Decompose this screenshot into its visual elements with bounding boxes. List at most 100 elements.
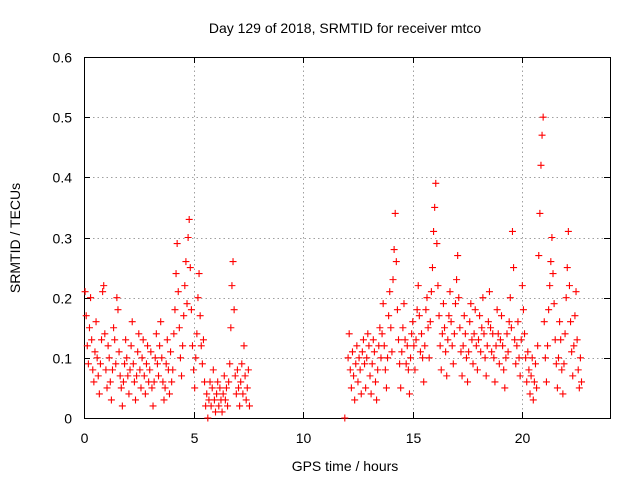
data-point (496, 336, 504, 344)
data-point (121, 360, 129, 368)
data-point (413, 306, 421, 314)
data-point (444, 336, 452, 344)
data-point (557, 336, 565, 344)
data-point (358, 348, 366, 356)
data-point (105, 354, 113, 362)
data-point (443, 372, 451, 380)
data-point (361, 360, 369, 368)
data-point (356, 366, 364, 374)
data-point (402, 360, 410, 368)
data-point (173, 240, 181, 248)
data-point (136, 366, 144, 374)
data-point (384, 354, 392, 362)
data-point (127, 342, 135, 350)
x-axis-label: GPS time / hours (292, 458, 399, 474)
data-point (195, 270, 203, 278)
data-point (116, 372, 124, 380)
data-point (400, 300, 408, 308)
data-point (122, 336, 130, 344)
data-point (374, 366, 382, 374)
data-point (114, 306, 122, 314)
data-point (416, 348, 424, 356)
data-point (479, 294, 487, 302)
data-point (475, 336, 482, 344)
data-point (369, 336, 377, 344)
data-point (165, 390, 173, 398)
data-point (473, 366, 481, 374)
data-point (482, 372, 490, 380)
data-point (512, 360, 520, 368)
data-point (182, 258, 190, 266)
data-point (392, 258, 400, 266)
data-point (556, 318, 564, 326)
data-point (235, 384, 243, 392)
data-point (93, 354, 101, 362)
data-point (469, 360, 477, 368)
data-point (104, 342, 112, 350)
data-point (439, 300, 447, 308)
data-point (448, 342, 456, 350)
data-point (437, 366, 445, 374)
data-point (341, 414, 349, 422)
data-point (212, 408, 219, 416)
data-point (119, 378, 127, 386)
data-point (436, 342, 444, 350)
data-point (208, 384, 216, 392)
data-point (536, 209, 544, 217)
data-point (155, 372, 163, 380)
data-point (517, 336, 525, 344)
data-point (571, 312, 579, 320)
data-point (510, 264, 518, 272)
data-point (524, 348, 532, 356)
data-point (158, 354, 166, 362)
data-point (218, 408, 226, 416)
data-point (477, 348, 485, 356)
data-point (170, 330, 178, 338)
data-point (198, 360, 206, 368)
data-point (222, 384, 230, 392)
data-point (526, 390, 534, 398)
data-point (460, 312, 468, 320)
data-point (424, 324, 432, 332)
data-point (111, 336, 119, 344)
data-point (572, 288, 580, 296)
data-point (153, 360, 161, 368)
data-point (576, 354, 584, 362)
data-point (549, 270, 557, 278)
data-point (407, 354, 415, 362)
y-tick-label: 0.3 (53, 231, 73, 247)
data-point (184, 234, 192, 241)
data-point (176, 354, 184, 362)
data-point (535, 252, 543, 260)
data-point (219, 390, 227, 398)
data-point (461, 330, 469, 338)
x-tick-label: 5 (191, 430, 199, 446)
data-point (229, 258, 237, 266)
x-tick-label: 15 (406, 430, 422, 446)
data-point (194, 294, 202, 302)
data-point (224, 402, 232, 410)
data-point (453, 276, 461, 284)
data-point (503, 330, 511, 338)
data-point (228, 282, 236, 290)
data-point (240, 342, 248, 350)
data-point (495, 360, 503, 368)
data-point (387, 324, 395, 332)
data-point (213, 390, 221, 398)
data-point (449, 360, 457, 368)
data-point (185, 215, 193, 223)
data-point (206, 378, 214, 386)
data-point (133, 372, 141, 380)
data-point (415, 312, 423, 320)
data-point (438, 330, 446, 338)
data-point (215, 402, 223, 410)
data-point (405, 390, 413, 398)
data-point (389, 276, 397, 284)
data-point (94, 372, 102, 380)
data-point (380, 342, 388, 350)
data-point (513, 342, 521, 350)
data-point (481, 354, 489, 362)
data-point (245, 402, 253, 410)
data-point (161, 384, 169, 392)
data-point (567, 318, 575, 326)
